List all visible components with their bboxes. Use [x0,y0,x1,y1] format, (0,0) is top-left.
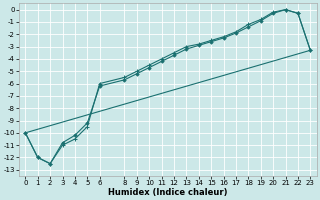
X-axis label: Humidex (Indice chaleur): Humidex (Indice chaleur) [108,188,228,197]
